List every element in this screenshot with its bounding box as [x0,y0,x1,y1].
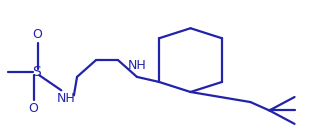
Text: NH: NH [128,59,146,72]
Text: O: O [33,28,43,42]
Text: NH: NH [57,92,75,105]
Text: S: S [32,65,40,79]
Text: O: O [28,102,38,115]
